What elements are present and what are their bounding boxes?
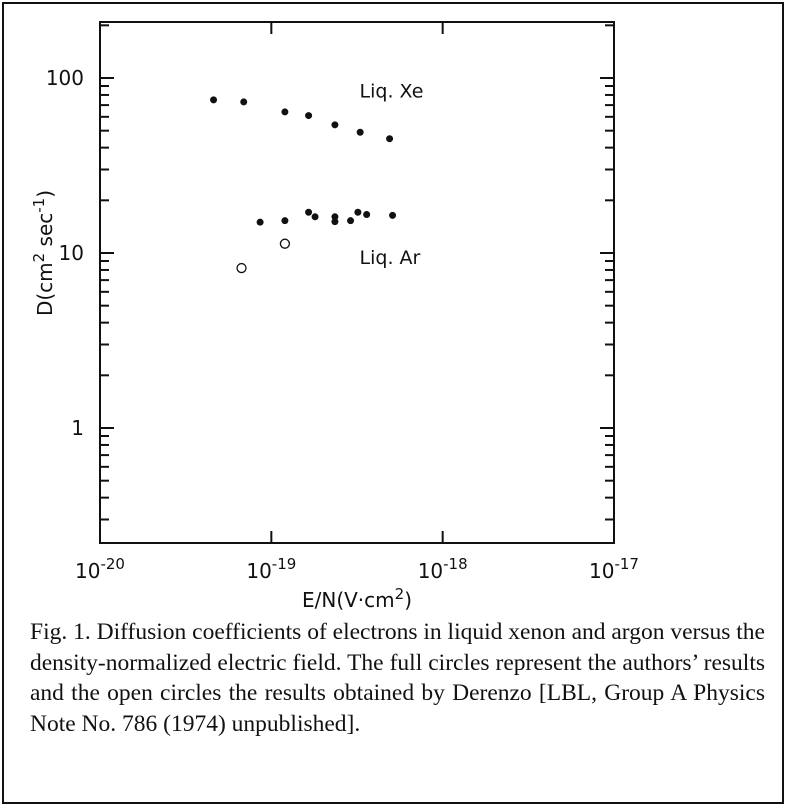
y-axis-label: D(cm2 sec-1) — [30, 190, 57, 316]
chart: 10-20 10-19 10-18 10-17 1 10 100 E/N(V·cm2) D(cm… — [30, 21, 639, 612]
filled-data-point — [347, 217, 355, 225]
filled-data-point — [363, 210, 371, 218]
filled-data-point — [305, 112, 313, 120]
y-tick-label: 10 — [59, 241, 84, 265]
x-tick-label: 10-20 — [75, 555, 125, 583]
open-data-point — [236, 262, 247, 274]
x-tick-label: 10-19 — [246, 555, 296, 583]
filled-data-point — [210, 96, 218, 104]
filled-data-point — [281, 108, 289, 116]
filled-data-point — [331, 213, 339, 221]
filled-data-point — [354, 208, 362, 216]
filled-data-point — [386, 135, 394, 143]
filled-data-point — [356, 128, 364, 136]
caption-text: Fig. 1. Diffusion coefficients of electr… — [30, 619, 765, 737]
y-tick-label: 100 — [46, 66, 84, 90]
filled-data-point — [240, 98, 248, 106]
figure-caption: Fig. 1. Diffusion coefficients of electr… — [30, 617, 765, 739]
filled-data-point — [311, 213, 319, 221]
open-data-point — [279, 238, 291, 249]
filled-data-point — [256, 218, 264, 226]
x-tick-label: 10-18 — [418, 555, 468, 583]
filled-data-point — [305, 208, 313, 216]
series-annotation: Liq. Ar — [360, 247, 421, 269]
x-axis-label: E/N(V·cm2) — [302, 585, 412, 612]
filled-data-point — [281, 217, 289, 225]
series-annotation: Liq. Xe — [360, 80, 424, 102]
filled-data-point — [331, 218, 339, 226]
filled-data-point — [389, 211, 397, 219]
x-tick-label: 10-17 — [589, 555, 639, 583]
filled-data-point — [331, 121, 339, 129]
y-tick-label: 1 — [71, 416, 84, 440]
plot-frame — [99, 21, 615, 544]
